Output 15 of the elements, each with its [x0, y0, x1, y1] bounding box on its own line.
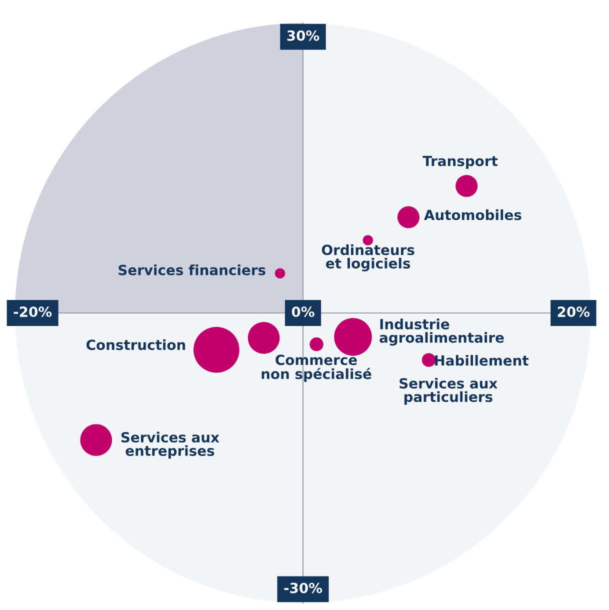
x-tick-label: 20%	[558, 306, 590, 318]
annotation: Ordinateurs et logiciels	[322, 244, 414, 272]
annotation: Services aux entreprises	[121, 432, 220, 459]
annotation: Automobiles	[424, 209, 522, 220]
y-tick-label: 30%	[287, 30, 320, 41]
y-tick-label: -30%	[284, 582, 322, 594]
annotation: Commerce non spécialisé	[262, 354, 372, 382]
x-tick-label: -20%	[14, 306, 52, 318]
annotation: Habillement	[435, 355, 528, 366]
annotation: Industrie agroalimentaire	[380, 318, 504, 346]
x-tick-label: 0%	[292, 306, 314, 318]
annotation: Transport	[422, 156, 498, 169]
annotation: Services financiers	[118, 264, 266, 276]
annotation: Services aux particuliers	[400, 378, 498, 405]
annotation: Construction	[86, 339, 186, 350]
